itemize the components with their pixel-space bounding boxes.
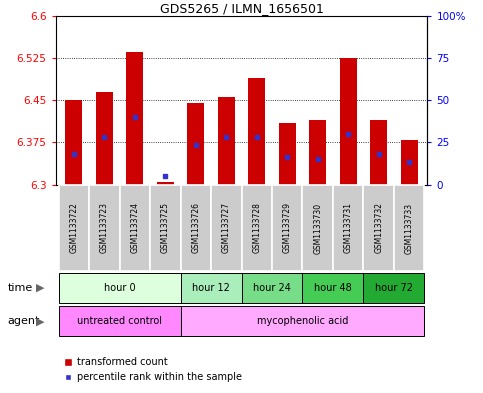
Text: GSM1133728: GSM1133728 — [252, 202, 261, 253]
Bar — [242, 185, 272, 271]
Text: mycophenolic acid: mycophenolic acid — [257, 316, 348, 326]
Text: GSM1133724: GSM1133724 — [130, 202, 139, 253]
Text: GSM1133733: GSM1133733 — [405, 202, 413, 253]
Bar — [309, 120, 326, 185]
Bar — [302, 273, 363, 303]
Bar — [272, 185, 302, 271]
Text: ▶: ▶ — [36, 283, 45, 293]
Text: time: time — [7, 283, 32, 293]
Bar — [363, 273, 425, 303]
Text: agent: agent — [7, 316, 40, 326]
Text: GSM1133731: GSM1133731 — [344, 202, 353, 253]
Bar — [66, 100, 82, 185]
Text: hour 12: hour 12 — [192, 283, 230, 293]
Text: GSM1133729: GSM1133729 — [283, 202, 292, 253]
Bar — [96, 92, 113, 185]
Bar — [370, 120, 387, 185]
Bar — [333, 185, 363, 271]
Bar — [187, 103, 204, 185]
Bar — [58, 273, 181, 303]
Bar — [302, 185, 333, 271]
Title: GDS5265 / ILMN_1656501: GDS5265 / ILMN_1656501 — [159, 2, 324, 15]
Bar — [127, 52, 143, 185]
Bar — [181, 185, 211, 271]
Bar — [157, 182, 174, 185]
Text: GSM1133732: GSM1133732 — [374, 202, 383, 253]
Text: hour 24: hour 24 — [253, 283, 291, 293]
Bar — [363, 185, 394, 271]
Text: GSM1133725: GSM1133725 — [161, 202, 170, 253]
Text: hour 72: hour 72 — [375, 283, 413, 293]
Bar — [181, 306, 425, 336]
Bar — [58, 185, 89, 271]
Text: untreated control: untreated control — [77, 316, 162, 326]
Text: hour 0: hour 0 — [104, 283, 135, 293]
Text: GSM1133722: GSM1133722 — [70, 202, 78, 253]
Bar — [401, 140, 417, 185]
Bar — [58, 306, 181, 336]
Text: GSM1133726: GSM1133726 — [191, 202, 200, 253]
Text: GSM1133730: GSM1133730 — [313, 202, 322, 253]
Text: ▶: ▶ — [36, 316, 45, 326]
Text: GSM1133723: GSM1133723 — [100, 202, 109, 253]
Bar — [89, 185, 120, 271]
Legend: transformed count, percentile rank within the sample: transformed count, percentile rank withi… — [60, 354, 246, 386]
Bar — [394, 185, 425, 271]
Bar — [181, 273, 242, 303]
Bar — [279, 123, 296, 185]
Bar — [211, 185, 242, 271]
Bar — [120, 185, 150, 271]
Bar — [150, 185, 181, 271]
Bar — [248, 78, 265, 185]
Text: hour 48: hour 48 — [314, 283, 352, 293]
Text: GSM1133727: GSM1133727 — [222, 202, 231, 253]
Bar — [218, 97, 235, 185]
Bar — [340, 58, 356, 185]
Bar — [242, 273, 302, 303]
